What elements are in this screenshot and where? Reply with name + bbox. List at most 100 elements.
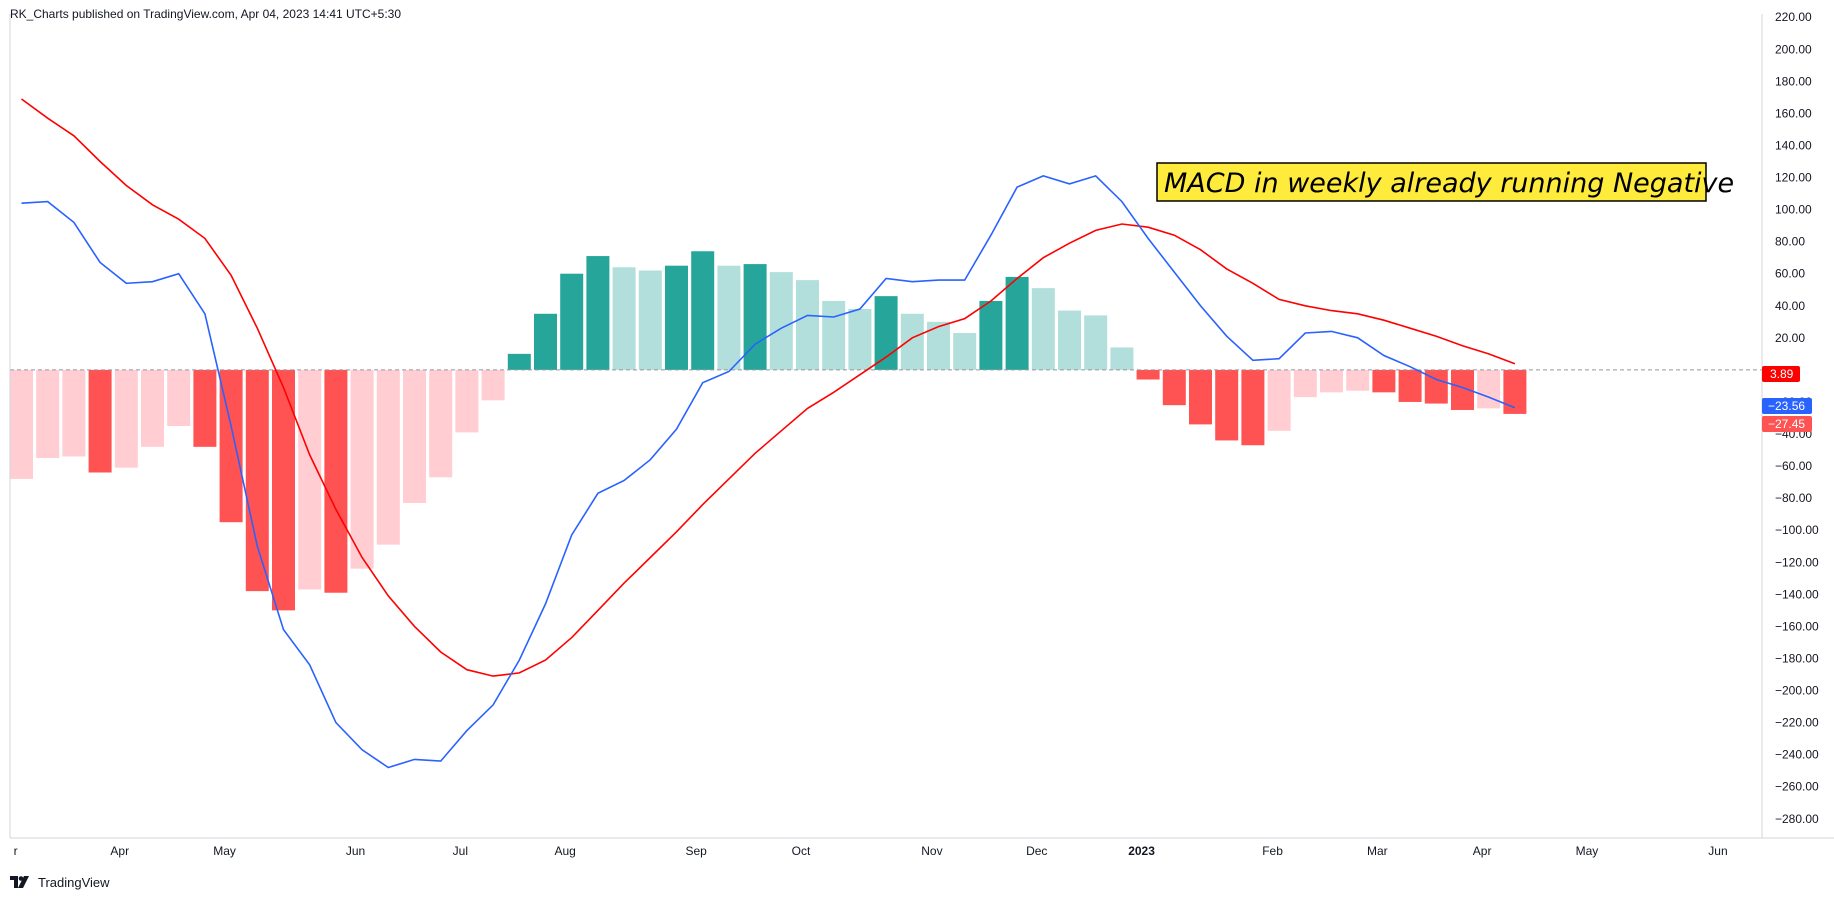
histogram-bar — [1189, 369, 1212, 425]
y-tick-label: 40.00 — [1775, 299, 1805, 313]
y-tick-label: 200.00 — [1775, 42, 1812, 56]
y-tick-label: 180.00 — [1775, 74, 1812, 88]
y-tick-label: −220.00 — [1775, 716, 1819, 730]
x-tick-label: Jun — [1708, 844, 1727, 858]
y-tick-label: −160.00 — [1775, 619, 1819, 633]
histogram-bar — [1110, 347, 1134, 370]
x-tick-label: Apr — [110, 844, 129, 858]
histogram-bar — [1267, 369, 1291, 431]
histogram-bar — [1136, 369, 1160, 380]
y-tick-label: −120.00 — [1775, 555, 1819, 569]
y-tick-label: 20.00 — [1775, 331, 1805, 345]
histogram-bar — [612, 267, 636, 370]
histogram-bar — [638, 270, 662, 370]
histogram-bar — [376, 369, 400, 545]
x-tick-label: May — [1576, 844, 1599, 858]
histogram-bar — [324, 369, 348, 593]
y-tick-label: 220.00 — [1775, 10, 1812, 24]
x-tick-label: Dec — [1026, 844, 1047, 858]
x-tick-label: May — [213, 844, 236, 858]
histogram-bar — [822, 300, 846, 370]
histogram-bar — [1398, 369, 1422, 402]
histogram-value-badge: −27.45 — [1762, 416, 1812, 432]
x-tick-label: Jun — [346, 844, 365, 858]
y-tick-label: −240.00 — [1775, 748, 1819, 762]
x-tick-label: Sep — [685, 844, 707, 858]
histogram-bar — [1320, 369, 1343, 393]
histogram-bar — [193, 369, 217, 447]
histogram-bar — [1084, 315, 1108, 370]
x-tick-label: 2023 — [1128, 844, 1155, 858]
macd-histogram — [10, 251, 1527, 611]
histogram-bar — [507, 353, 531, 370]
x-tick-label: Jul — [453, 844, 468, 858]
y-tick-label: 100.00 — [1775, 203, 1812, 217]
histogram-bar — [245, 369, 269, 592]
annotation-text: MACD in weekly already running Negative — [1164, 168, 1734, 199]
histogram-bar — [88, 369, 112, 473]
publisher-line: RK_Charts published on TradingView.com, … — [10, 7, 402, 21]
x-tick-label: r — [14, 844, 18, 858]
histogram-bar — [1162, 369, 1186, 406]
y-tick-label: −260.00 — [1775, 780, 1819, 794]
histogram-bar — [481, 369, 505, 401]
signal-value-label: 3.89 — [1770, 367, 1794, 381]
y-tick-label: 80.00 — [1775, 235, 1805, 249]
y-tick-label: 60.00 — [1775, 267, 1805, 281]
histogram-bar — [796, 280, 819, 370]
y-tick-label: −180.00 — [1775, 651, 1819, 665]
histogram-bar — [272, 369, 295, 611]
histogram-bar — [62, 369, 86, 457]
brand-name: TradingView — [38, 874, 110, 890]
x-tick-label: Oct — [792, 844, 811, 858]
signal-line-series — [21, 98, 1516, 677]
y-tick-label: 140.00 — [1775, 138, 1812, 152]
footer-brand[interactable]: TradingView — [10, 873, 110, 891]
macd-value-label: −23.56 — [1768, 399, 1805, 413]
x-tick-label: Nov — [921, 844, 942, 858]
histogram-bar — [560, 273, 584, 370]
histogram-bar — [586, 256, 610, 370]
histogram-bar — [534, 313, 557, 370]
histogram-bar — [717, 265, 741, 370]
histogram-bar — [979, 300, 1003, 370]
histogram-bar — [219, 369, 243, 523]
histogram-bar — [1477, 369, 1501, 409]
time-axis[interactable]: r Apr May Jun Jul Aug Sep Oct Nov Dec 2023 Feb Mar Ap… — [14, 844, 1728, 858]
annotation-box[interactable]: MACD in weekly already running Negative — [1156, 162, 1734, 202]
histogram-bar — [429, 369, 453, 478]
histogram-bar — [1372, 369, 1396, 393]
histogram-bar — [1241, 369, 1265, 446]
x-tick-label: Apr — [1473, 844, 1492, 858]
histogram-bar — [298, 369, 322, 590]
histogram-bar — [1424, 369, 1448, 404]
histogram-bar — [1005, 276, 1029, 370]
y-tick-label: −280.00 — [1775, 812, 1819, 826]
macd-value-badge: −23.56 — [1762, 398, 1812, 414]
histogram-bar — [1031, 288, 1055, 370]
histogram-bar — [141, 369, 164, 447]
macd-line-series — [21, 174, 1516, 769]
histogram-bar — [927, 321, 950, 370]
histogram-value-label: −27.45 — [1768, 417, 1805, 431]
histogram-bar — [1058, 310, 1081, 370]
histogram-bar — [665, 265, 688, 370]
signal-value-badge: 3.89 — [1762, 366, 1800, 382]
y-tick-label: −200.00 — [1775, 684, 1819, 698]
histogram-bar — [1293, 369, 1317, 398]
x-tick-label: Feb — [1262, 844, 1283, 858]
histogram-bar — [691, 251, 715, 370]
histogram-bar — [167, 369, 191, 426]
y-tick-label: −100.00 — [1775, 523, 1819, 537]
histogram-bar — [36, 369, 60, 459]
histogram-bar — [10, 369, 33, 479]
histogram-bar — [953, 333, 977, 370]
histogram-bar — [403, 369, 426, 503]
y-tick-label: −80.00 — [1775, 491, 1812, 505]
histogram-bar — [455, 369, 479, 433]
y-tick-label: −140.00 — [1775, 587, 1819, 601]
x-tick-label: Aug — [554, 844, 575, 858]
histogram-bar — [350, 369, 374, 569]
histogram-bar — [848, 308, 872, 370]
